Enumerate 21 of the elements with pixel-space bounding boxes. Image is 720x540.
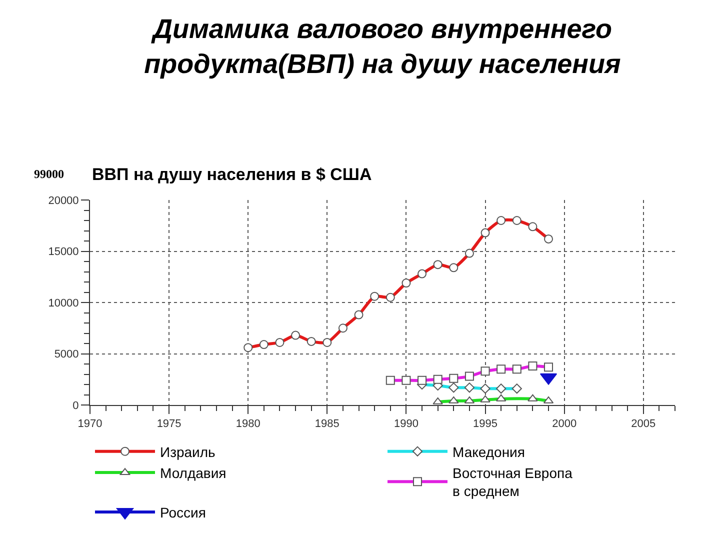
legend-label: Восточная Европа в среднем <box>452 465 573 500</box>
legend-label: Россия <box>160 504 206 520</box>
y-tick-label: 20000 <box>48 194 79 207</box>
y-tick-label: 0 <box>72 400 79 412</box>
y-tick-label: 10000 <box>48 297 79 310</box>
y-tick-label: 5000 <box>54 348 79 361</box>
x-tick-label: 2000 <box>552 418 577 430</box>
x-tick-label: 1980 <box>236 418 260 430</box>
x-tick-label: 1990 <box>394 418 418 430</box>
x-tick-label: 2005 <box>631 418 656 430</box>
x-tick-label: 1985 <box>314 418 340 430</box>
chart-title: Димамика валового внутреннего продукта(ВВП) на душу населения <box>144 14 621 79</box>
legend-label: Македония <box>452 444 525 460</box>
x-tick-label: 1995 <box>473 418 498 430</box>
chart-subtitle: ВВП на душу населения в $ США <box>92 165 372 184</box>
x-tick-label: 1975 <box>156 418 182 430</box>
x-tick-label: 1970 <box>78 418 102 430</box>
y-tick-label: 15000 <box>48 246 79 258</box>
text: 99000 <box>34 167 64 181</box>
legend-label: Израиль <box>160 444 216 460</box>
legend-label: Молдавия <box>160 465 226 482</box>
